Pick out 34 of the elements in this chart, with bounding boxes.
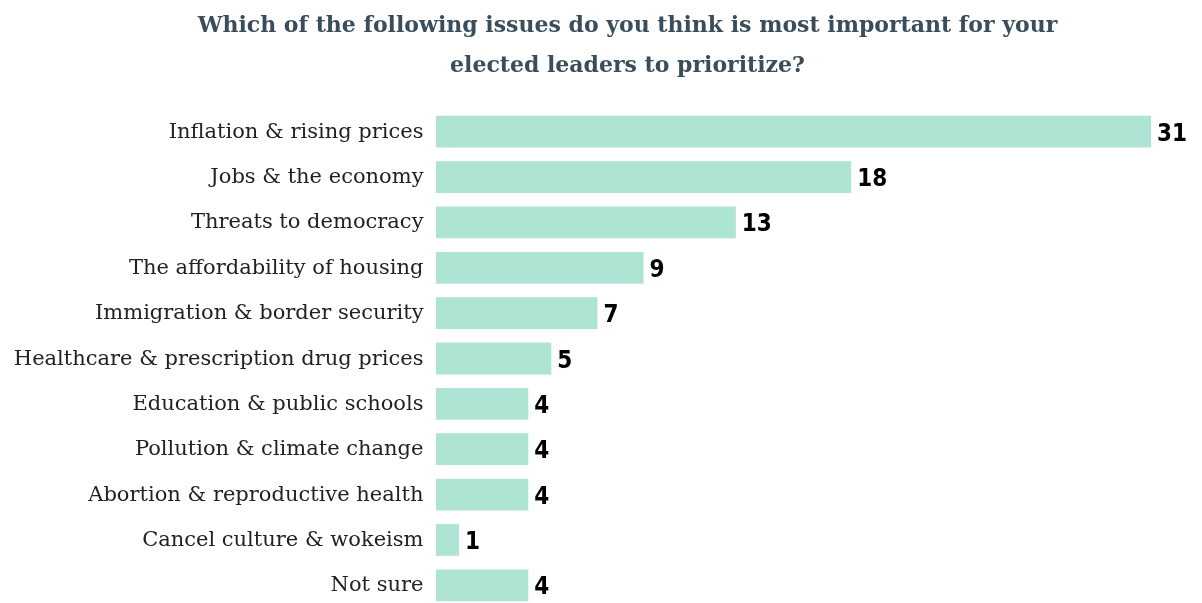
data-label: 9 — [649, 254, 665, 283]
bar — [436, 524, 460, 556]
y-tick-label: Education & public schools — [132, 390, 424, 415]
bar — [436, 251, 644, 284]
y-tick-label: Cancel culture & wokeism — [142, 526, 424, 551]
y-tick-label: Inflation & rising prices — [168, 118, 424, 143]
y-tick-label: Healthcare & prescription drug prices — [13, 345, 424, 370]
bar — [436, 115, 1151, 148]
data-label: 4 — [534, 481, 550, 510]
data-label: 4 — [534, 572, 550, 601]
data-label: 7 — [603, 300, 619, 329]
bar — [436, 478, 529, 511]
bar — [436, 342, 552, 375]
bar — [436, 433, 529, 466]
bar — [436, 569, 529, 602]
bar — [436, 161, 852, 193]
data-label: 1 — [465, 526, 481, 555]
data-label: 4 — [534, 436, 550, 465]
data-label: 18 — [857, 164, 888, 193]
y-tick-label: Abortion & reproductive health — [87, 481, 424, 506]
data-label: 31 — [1157, 118, 1188, 147]
y-tick-label: Threats to democracy — [190, 209, 424, 234]
bar — [436, 206, 736, 239]
data-label: 5 — [557, 345, 573, 374]
chart-title: Which of the following issues do you think is most important for your elected leaders to prioritize? — [196, 11, 1058, 77]
y-tick-label: The affordability of housing — [128, 254, 424, 279]
y-tick-label: Jobs & the economy — [208, 164, 424, 189]
data-label: 13 — [741, 209, 772, 238]
y-tick-label: Not sure — [330, 572, 424, 597]
y-tick-label: Pollution & climate change — [134, 436, 424, 461]
data-label: 4 — [534, 390, 550, 419]
bar — [436, 297, 598, 330]
bar — [436, 387, 529, 420]
y-tick-label: Immigration & border security — [95, 300, 424, 325]
